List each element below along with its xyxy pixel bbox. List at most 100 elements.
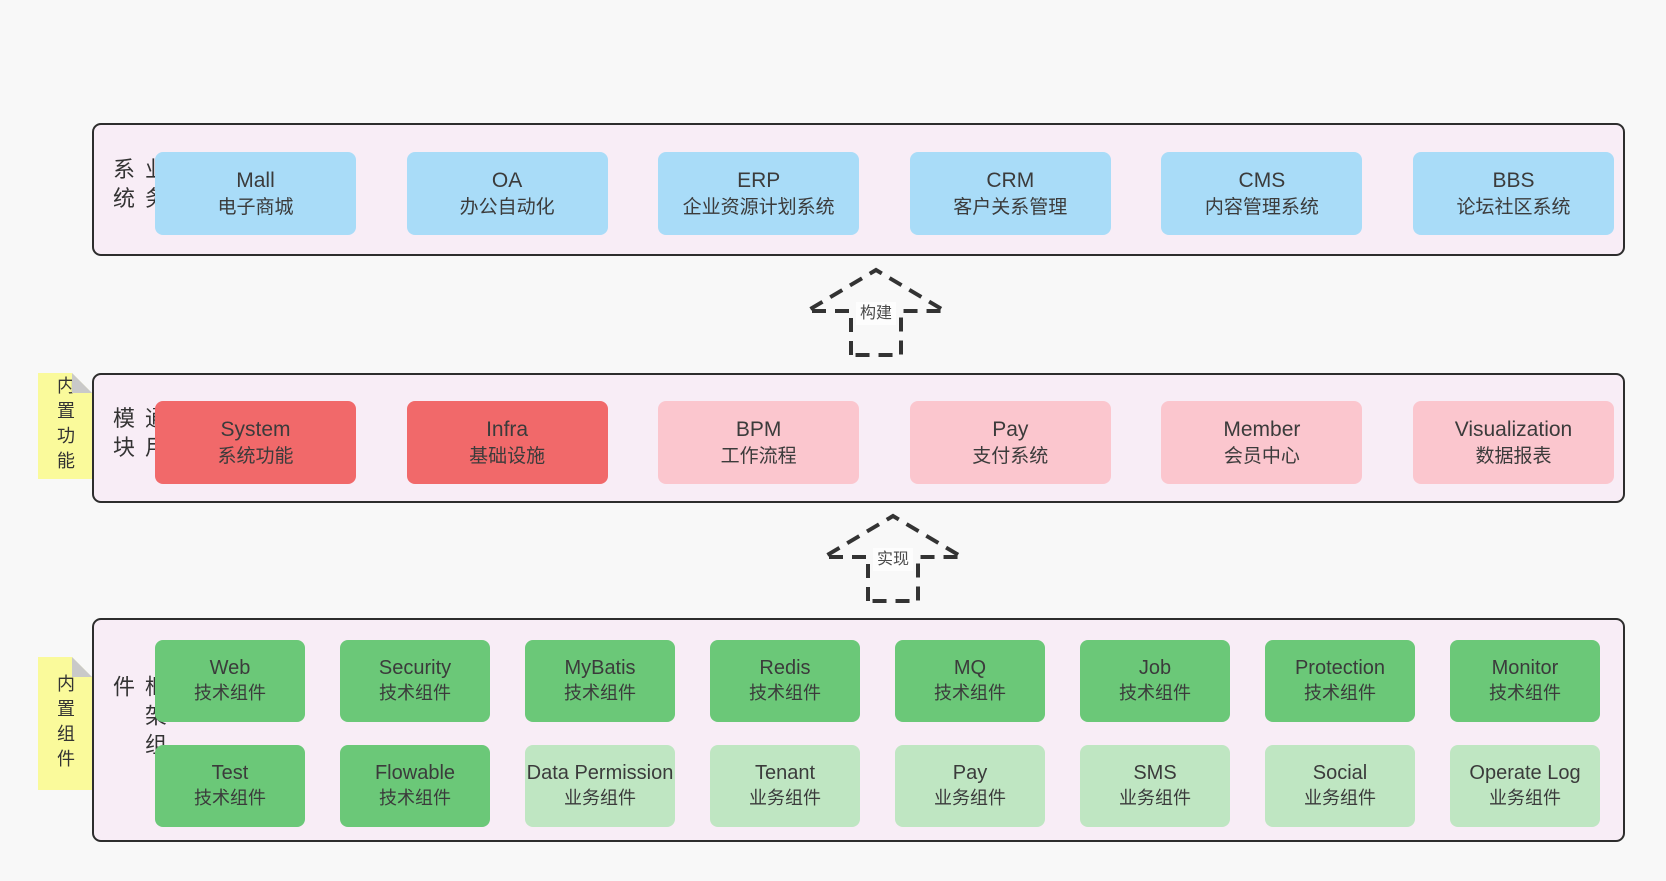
framework-box-row-2: Test 技术组件 Flowable 技术组件 Data Permission … xyxy=(155,745,1600,827)
box-infra: Infra 基础设施 xyxy=(406,401,608,484)
box-title: CMS xyxy=(1238,168,1286,192)
note-text: 内置组件 xyxy=(55,673,75,774)
arrow-implement: 实现 xyxy=(818,512,968,604)
box-redis: Redis 技术组件 xyxy=(710,640,860,722)
note-fold-corner-icon xyxy=(72,657,92,677)
box-title: Monitor xyxy=(1491,657,1559,679)
layer-common-modules: 通用模块 System 系统功能 Infra 基础设施 BPM 工作流程 Pay… xyxy=(92,373,1625,503)
box-subtitle: 技术组件 xyxy=(379,788,451,808)
arrow-build-label: 构建 xyxy=(855,302,897,325)
box-title: Pay xyxy=(952,762,988,784)
box-security: Security 技术组件 xyxy=(340,640,490,722)
box-subtitle: 内容管理系统 xyxy=(1204,196,1319,218)
box-cms: CMS 内容管理系统 xyxy=(1161,152,1363,235)
box-title: Social xyxy=(1312,762,1368,784)
box-title: CRM xyxy=(986,168,1035,192)
box-subtitle: 技术组件 xyxy=(194,683,266,703)
arrow-build: 构建 xyxy=(801,266,951,358)
box-subtitle: 电子商城 xyxy=(217,196,294,218)
box-subtitle: 技术组件 xyxy=(749,683,821,703)
box-title: Tenant xyxy=(754,762,816,784)
framework-box-row-1: Web 技术组件 Security 技术组件 MyBatis 技术组件 Redi… xyxy=(155,640,1600,722)
layer-business-systems: 业务系统 Mall 电子商城 OA 办公自动化 ERP 企业资源计划系统 CRM… xyxy=(92,123,1625,256)
up-arrow-icon xyxy=(818,513,968,603)
box-title: MQ xyxy=(953,657,987,679)
box-title: Mall xyxy=(236,168,275,192)
layer-framework-components: 框架组件 Web 技术组件 Security 技术组件 MyBatis 技术组件… xyxy=(92,618,1625,842)
box-test: Test 技术组件 xyxy=(155,745,305,827)
box-pay-module: Pay 支付系统 xyxy=(909,401,1111,484)
box-monitor: Monitor 技术组件 xyxy=(1450,640,1600,722)
box-title: Visualization xyxy=(1454,417,1573,441)
box-title: System xyxy=(220,417,291,441)
box-title: ERP xyxy=(737,168,781,192)
box-subtitle: 业务组件 xyxy=(1489,788,1561,808)
box-social: Social 业务组件 xyxy=(1265,745,1415,827)
box-title: BPM xyxy=(735,417,782,441)
box-subtitle: 技术组件 xyxy=(934,683,1006,703)
box-subtitle: 客户关系管理 xyxy=(953,196,1068,218)
arrow-implement-label: 实现 xyxy=(872,548,914,571)
box-title: Web xyxy=(209,657,251,679)
box-operate-log: Operate Log 业务组件 xyxy=(1450,745,1600,827)
box-subtitle: 技术组件 xyxy=(194,788,266,808)
box-protection: Protection 技术组件 xyxy=(1265,640,1415,722)
box-title: Job xyxy=(1138,657,1172,679)
box-subtitle: 业务组件 xyxy=(564,788,636,808)
box-subtitle: 技术组件 xyxy=(1489,683,1561,703)
box-web: Web 技术组件 xyxy=(155,640,305,722)
box-subtitle: 数据报表 xyxy=(1475,445,1552,467)
box-pay-component: Pay 业务组件 xyxy=(895,745,1045,827)
box-member: Member 会员中心 xyxy=(1161,401,1363,484)
box-job: Job 技术组件 xyxy=(1080,640,1230,722)
box-subtitle: 技术组件 xyxy=(379,683,451,703)
box-subtitle: 基础设施 xyxy=(469,445,546,467)
sticky-note-built-in-components: 内置组件 xyxy=(38,657,92,790)
box-subtitle: 业务组件 xyxy=(934,788,1006,808)
box-title: Redis xyxy=(759,657,811,679)
sticky-note-built-in-features: 内置功能 xyxy=(38,373,92,479)
box-title: Pay xyxy=(992,417,1029,441)
box-subtitle: 业务组件 xyxy=(1119,788,1191,808)
box-subtitle: 技术组件 xyxy=(1119,683,1191,703)
box-subtitle: 业务组件 xyxy=(749,788,821,808)
note-text: 内置功能 xyxy=(55,376,75,476)
box-title: Protection xyxy=(1294,657,1386,679)
box-title: SMS xyxy=(1133,762,1177,784)
box-title: Data Permission xyxy=(526,762,674,784)
box-title: OA xyxy=(491,168,523,192)
box-erp: ERP 企业资源计划系统 xyxy=(658,152,860,235)
note-fold-corner-icon xyxy=(72,373,92,393)
box-subtitle: 论坛社区系统 xyxy=(1456,196,1571,218)
box-subtitle: 技术组件 xyxy=(564,683,636,703)
box-title: BBS xyxy=(1492,168,1535,192)
box-title: Security xyxy=(378,657,452,679)
box-subtitle: 办公自动化 xyxy=(459,196,555,218)
box-visualization: Visualization 数据报表 xyxy=(1412,401,1614,484)
box-bpm: BPM 工作流程 xyxy=(658,401,860,484)
box-sms: SMS 业务组件 xyxy=(1080,745,1230,827)
box-crm: CRM 客户关系管理 xyxy=(909,152,1111,235)
box-subtitle: 技术组件 xyxy=(1304,683,1376,703)
box-mall: Mall 电子商城 xyxy=(155,152,356,235)
up-arrow-icon xyxy=(801,267,951,357)
box-subtitle: 会员中心 xyxy=(1223,445,1300,467)
box-bbs: BBS 论坛社区系统 xyxy=(1412,152,1614,235)
box-data-permission: Data Permission 业务组件 xyxy=(525,745,675,827)
box-title: Infra xyxy=(486,417,529,441)
box-mq: MQ 技术组件 xyxy=(895,640,1045,722)
box-subtitle: 业务组件 xyxy=(1304,788,1376,808)
business-box-row: Mall 电子商城 OA 办公自动化 ERP 企业资源计划系统 CRM 客户关系… xyxy=(155,152,1614,235)
box-oa: OA 办公自动化 xyxy=(406,152,608,235)
box-subtitle: 系统功能 xyxy=(217,445,294,467)
modules-box-row: System 系统功能 Infra 基础设施 BPM 工作流程 Pay 支付系统… xyxy=(155,401,1614,484)
box-subtitle: 支付系统 xyxy=(972,445,1049,467)
box-flowable: Flowable 技术组件 xyxy=(340,745,490,827)
box-title: Flowable xyxy=(374,762,456,784)
box-system: System 系统功能 xyxy=(155,401,356,484)
box-subtitle: 工作流程 xyxy=(720,445,797,467)
box-title: MyBatis xyxy=(564,657,636,679)
box-tenant: Tenant 业务组件 xyxy=(710,745,860,827)
box-title: Member xyxy=(1223,417,1301,441)
